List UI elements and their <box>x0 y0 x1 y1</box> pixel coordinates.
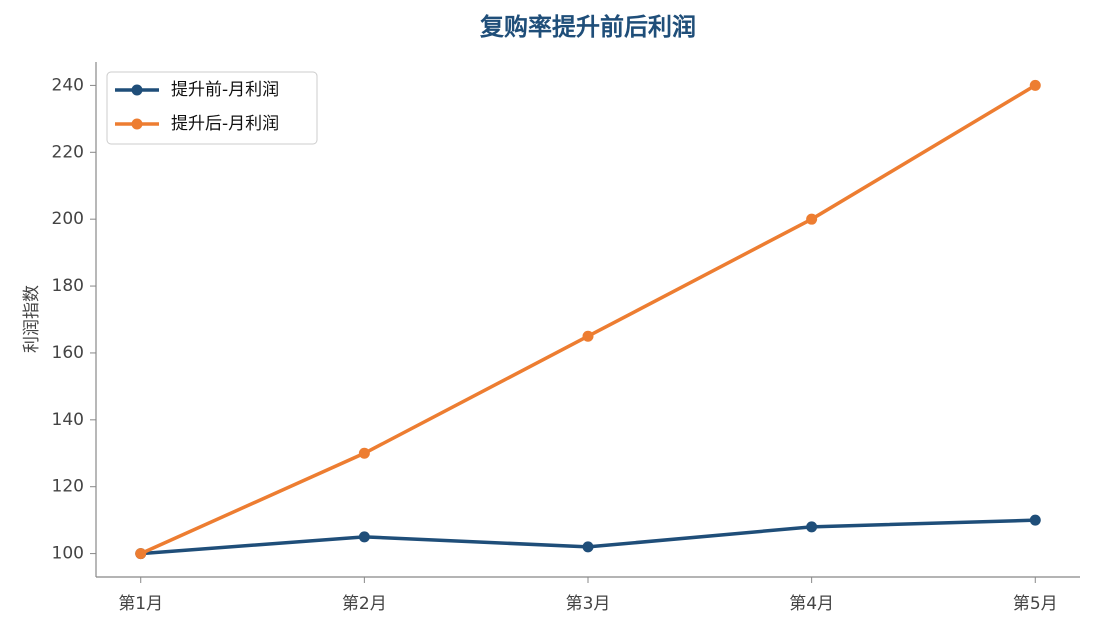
point <box>358 531 370 543</box>
x-tick-label: 第4月 <box>789 594 834 614</box>
series-line <box>140 83 1037 556</box>
y-tick-label: 180 <box>52 276 84 296</box>
point <box>135 548 147 560</box>
legend-marker <box>131 118 143 130</box>
legend-label: 提升后-月利润 <box>171 114 279 134</box>
point <box>806 213 818 225</box>
x-tick-label: 第2月 <box>342 594 387 614</box>
y-tick-label: 240 <box>52 75 84 95</box>
y-tick-label: 160 <box>52 343 84 363</box>
y-tick-label: 220 <box>52 142 84 162</box>
x-tick-label: 第5月 <box>1013 594 1058 614</box>
x-tick-label: 第3月 <box>566 594 611 614</box>
point <box>1029 514 1041 526</box>
point <box>582 541 594 553</box>
y-tick-label: 100 <box>52 544 84 564</box>
y-axis-label: 利润指数 <box>22 285 42 353</box>
point <box>806 521 818 533</box>
point <box>582 330 594 342</box>
legend-box <box>106 71 318 145</box>
point <box>358 447 370 459</box>
y-tick-label: 120 <box>52 477 84 497</box>
legend-label: 提升前-月利润 <box>171 80 279 100</box>
point <box>1029 79 1041 91</box>
chart-title: 复购率提升前后利润 <box>479 13 696 41</box>
x-tick-label: 第1月 <box>118 594 163 614</box>
y-tick-label: 200 <box>52 209 84 229</box>
y-tick-label: 140 <box>52 410 84 430</box>
legend-marker <box>131 84 143 96</box>
